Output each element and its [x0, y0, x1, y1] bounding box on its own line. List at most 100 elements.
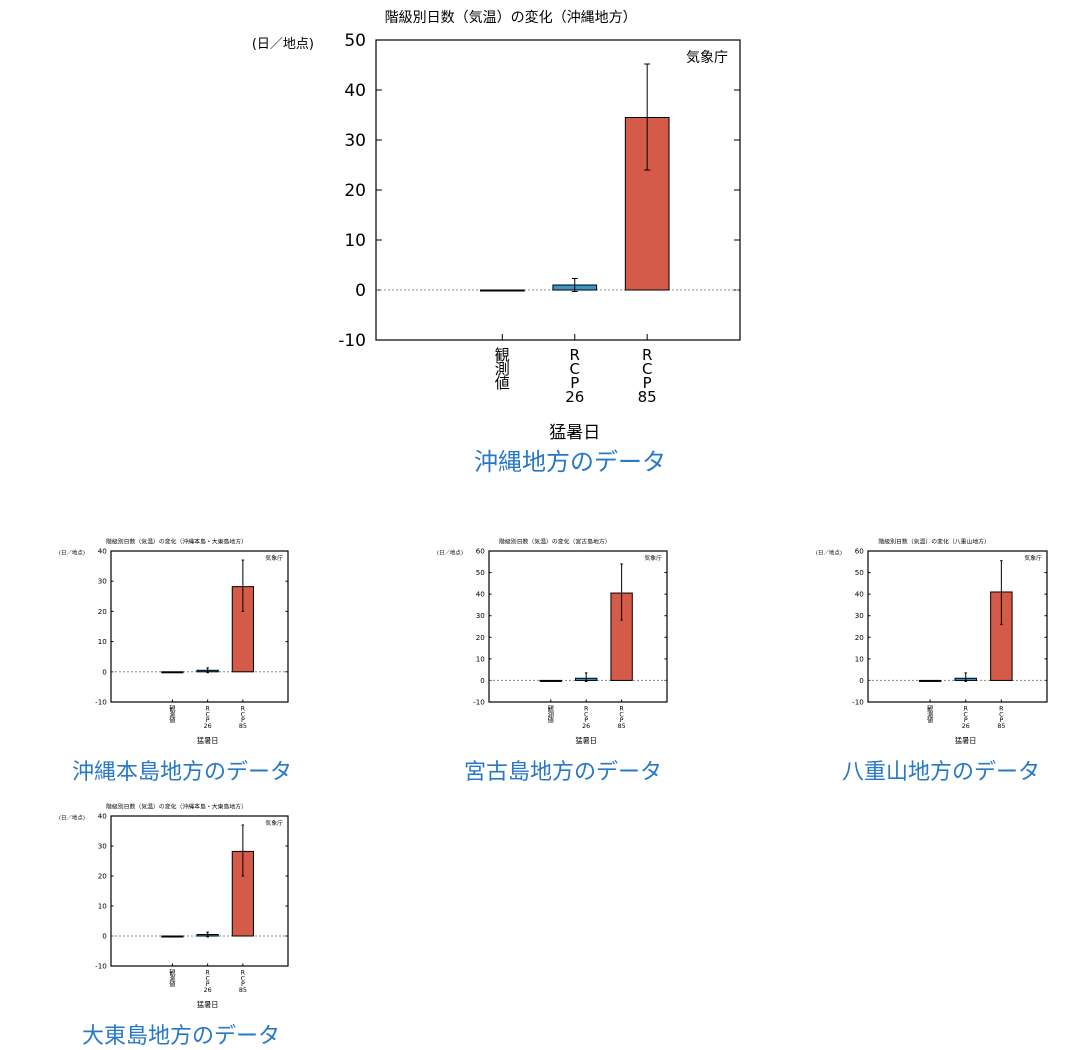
link-okinawa-main-data[interactable]: 沖縄本島地方のデータ	[72, 760, 293, 785]
x-tick-label-char: P	[206, 981, 210, 988]
y-tick-label: 10	[476, 654, 486, 663]
y-tick-label: 20	[344, 181, 366, 201]
y-tick-label: 50	[476, 568, 486, 577]
x-tick-label-char: C	[584, 711, 589, 718]
y-tick-label: 10	[344, 231, 366, 251]
y-tick-label: 20	[98, 607, 108, 616]
x-axis-label: 猛暑日	[955, 736, 976, 745]
x-tick-label-char: C	[619, 711, 624, 718]
bar-0	[161, 671, 184, 674]
y-tick-label: 60	[855, 547, 865, 556]
y-tick-label: 40	[344, 81, 366, 101]
bar-0	[918, 679, 942, 682]
agency-label: 気象庁	[644, 554, 662, 562]
x-tick-label-char: 測	[169, 709, 175, 718]
x-tick-label-char: P	[964, 717, 968, 724]
x-axis-label: 猛暑日	[576, 736, 597, 745]
x-tick-label-char: 85	[997, 723, 1005, 730]
x-tick-label: R C P 26	[204, 705, 212, 730]
bar-0	[161, 935, 184, 938]
x-tick-label-char: P	[620, 717, 624, 724]
y-tick-label: 30	[98, 577, 108, 586]
chart-title: 階級別日数（気温）の変化（宮古島地方）	[499, 537, 611, 545]
chart-title: 階級別日数（気温）の変化（沖縄本島・大東島地方）	[106, 537, 247, 545]
x-tick-label-char: 85	[638, 388, 657, 406]
x-tick-label-char: 85	[239, 723, 247, 730]
y-tick-label: 30	[98, 842, 108, 851]
link-daito-data[interactable]: 大東島地方のデータ	[82, 1024, 281, 1049]
x-tick-label-char: 26	[962, 723, 970, 730]
y-axis-unit-label: (日／地点)	[816, 548, 842, 556]
y-axis-unit-label: (日／地点)	[437, 548, 463, 556]
y-tick-label: 10	[855, 654, 865, 663]
link-yaeyama-data[interactable]: 八重山地方のデータ	[842, 760, 1041, 785]
x-tick-label-char: 値	[548, 715, 555, 724]
y-tick-label: 10	[98, 902, 108, 911]
y-tick-label: 30	[344, 131, 366, 151]
agency-label: 気象庁	[686, 50, 728, 66]
x-tick-label: R C P 26	[962, 705, 970, 730]
y-tick-label: -10	[852, 698, 864, 707]
y-axis-unit-label: (日／地点)	[252, 37, 314, 52]
x-tick-label: R C P 26	[565, 346, 584, 406]
x-tick-label-char: R	[584, 705, 589, 712]
x-tick-label: 観測値	[169, 967, 176, 988]
x-tick-label: 観測値	[495, 346, 510, 392]
y-tick-label: 20	[476, 633, 486, 642]
x-tick-label: 観測値	[169, 703, 176, 724]
x-tick-label-char: P	[999, 717, 1003, 724]
x-tick-label: R C P 26	[582, 705, 590, 730]
x-tick-label-char: C	[570, 360, 580, 378]
x-tick-label-char: C	[241, 711, 246, 718]
x-tick-label: 観測値	[548, 703, 555, 724]
x-tick-label-char: 測	[548, 709, 554, 718]
x-tick-label-char: R	[205, 705, 210, 712]
x-tick-label-char: 観	[548, 703, 555, 712]
y-tick-label: 50	[855, 568, 865, 577]
y-tick-label: -10	[473, 698, 485, 707]
chart-title: 階級別日数（気温）の変化（沖縄地方）	[385, 9, 637, 26]
x-tick-label-char: P	[643, 374, 652, 392]
agency-label: 気象庁	[265, 819, 283, 827]
x-tick-label-char: C	[999, 711, 1004, 718]
x-tick-label-char: R	[642, 346, 652, 364]
x-axis-label: 猛暑日	[197, 1000, 218, 1009]
bar-0	[539, 679, 562, 682]
x-tick-label-char: R	[964, 705, 969, 712]
x-tick-label-char: 値	[495, 374, 510, 392]
x-tick-label-char: C	[964, 711, 969, 718]
x-tick-label-char: 測	[927, 709, 933, 718]
y-tick-label: 0	[859, 676, 864, 685]
y-tick-label: 30	[476, 611, 486, 620]
x-tick-label-char: R	[619, 705, 624, 712]
y-tick-label: 40	[98, 547, 108, 556]
x-tick-label-char: C	[205, 975, 210, 982]
y-tick-label: 0	[480, 676, 485, 685]
x-tick-label-char: R	[241, 969, 246, 976]
x-tick-label-char: 測	[169, 973, 175, 982]
chart-title: 階級別日数（気温）の変化（沖縄本島・大東島地方）	[106, 802, 247, 810]
bar-0	[479, 289, 525, 292]
link-okinawa-data[interactable]: 沖縄地方のデータ	[474, 448, 666, 476]
agency-label: 気象庁	[1024, 554, 1042, 562]
x-tick-label-char: C	[205, 711, 210, 718]
y-tick-label: 0	[355, 281, 366, 301]
x-tick-label: R C P 85	[997, 705, 1005, 730]
y-axis-unit-label: (日／地点)	[59, 813, 85, 821]
x-axis-label: 猛暑日	[549, 423, 600, 443]
x-tick-label-char: 85	[618, 723, 626, 730]
agency-label: 気象庁	[265, 554, 283, 562]
x-tick-label: R C P 26	[204, 969, 212, 994]
y-axis-unit-label: (日／地点)	[59, 548, 85, 556]
x-tick-label-char: P	[241, 981, 245, 988]
plot-frame	[375, 39, 741, 341]
x-tick-label-char: P	[241, 717, 245, 724]
x-tick-label-char: 値	[927, 715, 934, 724]
y-tick-label: 0	[102, 667, 107, 676]
link-miyako-data[interactable]: 宮古島地方のデータ	[464, 760, 663, 785]
x-tick-label: R C P 85	[239, 705, 247, 730]
x-tick-label-char: 26	[582, 723, 590, 730]
